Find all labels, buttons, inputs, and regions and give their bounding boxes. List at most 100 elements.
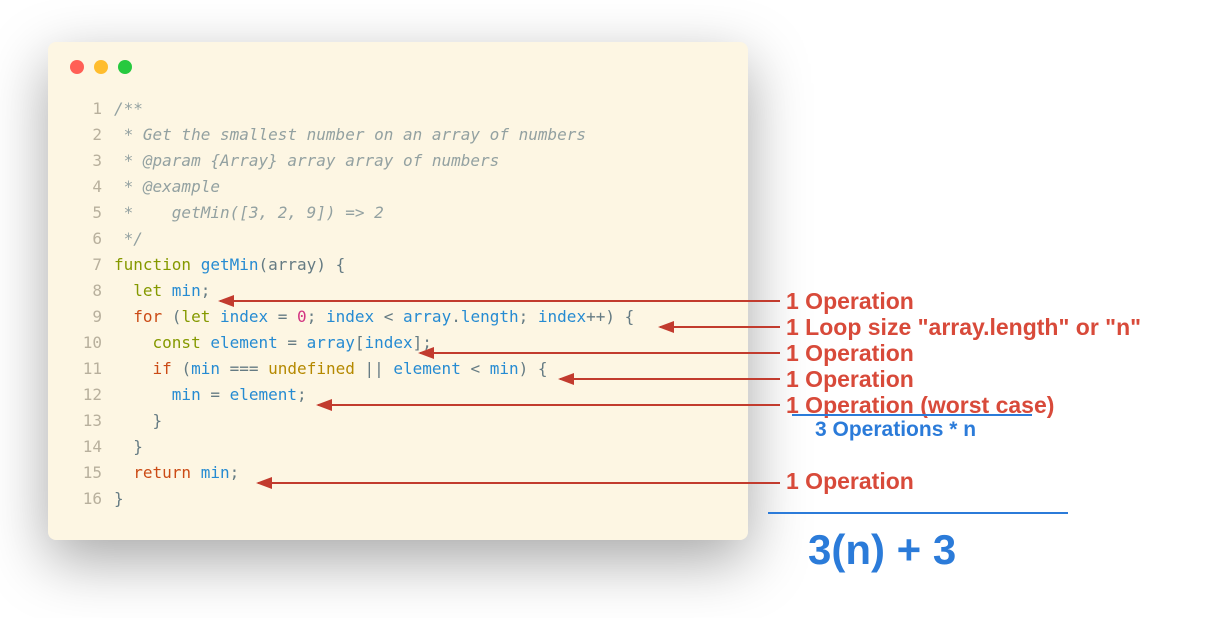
code-line: 8 let min; — [70, 278, 726, 304]
token: === — [220, 359, 268, 378]
code-line: 3 * @param {Array} array array of number… — [70, 148, 726, 174]
line-number: 8 — [70, 278, 102, 304]
token: array — [268, 255, 316, 274]
line-number: 9 — [70, 304, 102, 330]
token: } — [114, 437, 143, 456]
token: ; — [297, 385, 307, 404]
line-content: } — [114, 408, 162, 434]
token: if — [153, 359, 182, 378]
token: return — [133, 463, 200, 482]
token — [114, 463, 133, 482]
token: ++ — [586, 307, 605, 326]
token: array — [403, 307, 451, 326]
token: || — [355, 359, 394, 378]
total-rule — [768, 512, 1068, 514]
code-line: 11 if (min === undefined || element < mi… — [70, 356, 726, 382]
token: ( — [181, 359, 191, 378]
line-number: 16 — [70, 486, 102, 512]
token — [114, 307, 133, 326]
annotation-label: 1 Operation — [786, 340, 914, 367]
token: element — [210, 333, 277, 352]
line-number: 5 — [70, 200, 102, 226]
token: index — [538, 307, 586, 326]
token: min — [201, 463, 230, 482]
token: * @param {Array} array array of numbers — [114, 151, 499, 170]
code-line: 5 * getMin([3, 2, 9]) => 2 — [70, 200, 726, 226]
token: index — [326, 307, 374, 326]
line-number: 6 — [70, 226, 102, 252]
token: const — [153, 333, 211, 352]
code-line: 12 min = element; — [70, 382, 726, 408]
token: * @example — [114, 177, 220, 196]
token: min — [490, 359, 519, 378]
token: element — [393, 359, 460, 378]
code-line: 9 for (let index = 0; index < array.leng… — [70, 304, 726, 330]
code-line: 6 */ — [70, 226, 726, 252]
line-content: /** — [114, 96, 143, 122]
subtotal-label: 3 Operations * n — [815, 418, 976, 442]
token: ( — [172, 307, 182, 326]
token: ; — [201, 281, 211, 300]
token: ( — [259, 255, 269, 274]
line-content: for (let index = 0; index < array.length… — [114, 304, 634, 330]
annotation-label: 1 Loop size "array.length" or "n" — [786, 314, 1141, 341]
annotation-label: 1 Operation — [786, 468, 914, 495]
line-content: * getMin([3, 2, 9]) => 2 — [114, 200, 384, 226]
token: undefined — [268, 359, 355, 378]
token: array — [307, 333, 355, 352]
line-content: } — [114, 486, 124, 512]
token: min — [191, 359, 220, 378]
window-dots — [48, 42, 748, 86]
line-content: * @param {Array} array array of numbers — [114, 148, 499, 174]
token: min — [172, 385, 201, 404]
line-content: */ — [114, 226, 143, 252]
token: * Get the smallest number on an array of… — [114, 125, 586, 144]
token: */ — [114, 229, 143, 248]
line-number: 13 — [70, 408, 102, 434]
line-number: 15 — [70, 460, 102, 486]
token: } — [114, 411, 162, 430]
code-line: 2 * Get the smallest number on an array … — [70, 122, 726, 148]
annotation-label: 1 Operation — [786, 366, 914, 393]
line-number: 7 — [70, 252, 102, 278]
token: for — [133, 307, 172, 326]
line-content: * Get the smallest number on an array of… — [114, 122, 586, 148]
token: ) { — [605, 307, 634, 326]
line-number: 10 — [70, 330, 102, 356]
dot-min-icon — [94, 60, 108, 74]
code-line: 14 } — [70, 434, 726, 460]
token: index — [364, 333, 412, 352]
token: < — [374, 307, 403, 326]
token: . — [451, 307, 461, 326]
token: min — [172, 281, 201, 300]
line-content: const element = array[index]; — [114, 330, 432, 356]
code-line: 4 * @example — [70, 174, 726, 200]
line-content: if (min === undefined || element < min) … — [114, 356, 548, 382]
code-area: 1/**2 * Get the smallest number on an ar… — [48, 86, 748, 512]
token: ; — [519, 307, 538, 326]
token: * getMin([3, 2, 9]) => 2 — [114, 203, 384, 222]
token: ]; — [413, 333, 432, 352]
token — [114, 333, 153, 352]
code-line: 13 } — [70, 408, 726, 434]
token — [114, 385, 172, 404]
token: function — [114, 255, 201, 274]
total-label: 3(n) + 3 — [808, 526, 956, 574]
token: length — [461, 307, 519, 326]
line-number: 4 — [70, 174, 102, 200]
line-number: 2 — [70, 122, 102, 148]
token: ; — [307, 307, 326, 326]
token — [114, 359, 153, 378]
line-content: let min; — [114, 278, 210, 304]
code-window: 1/**2 * Get the smallest number on an ar… — [48, 42, 748, 540]
code-line: 7function getMin(array) { — [70, 252, 726, 278]
token: let — [181, 307, 220, 326]
token: ) { — [519, 359, 548, 378]
dot-close-icon — [70, 60, 84, 74]
line-content: * @example — [114, 174, 220, 200]
annotation-label: 1 Operation — [786, 288, 914, 315]
line-content: min = element; — [114, 382, 307, 408]
line-content: } — [114, 434, 143, 460]
token: /** — [114, 99, 143, 118]
line-number: 3 — [70, 148, 102, 174]
